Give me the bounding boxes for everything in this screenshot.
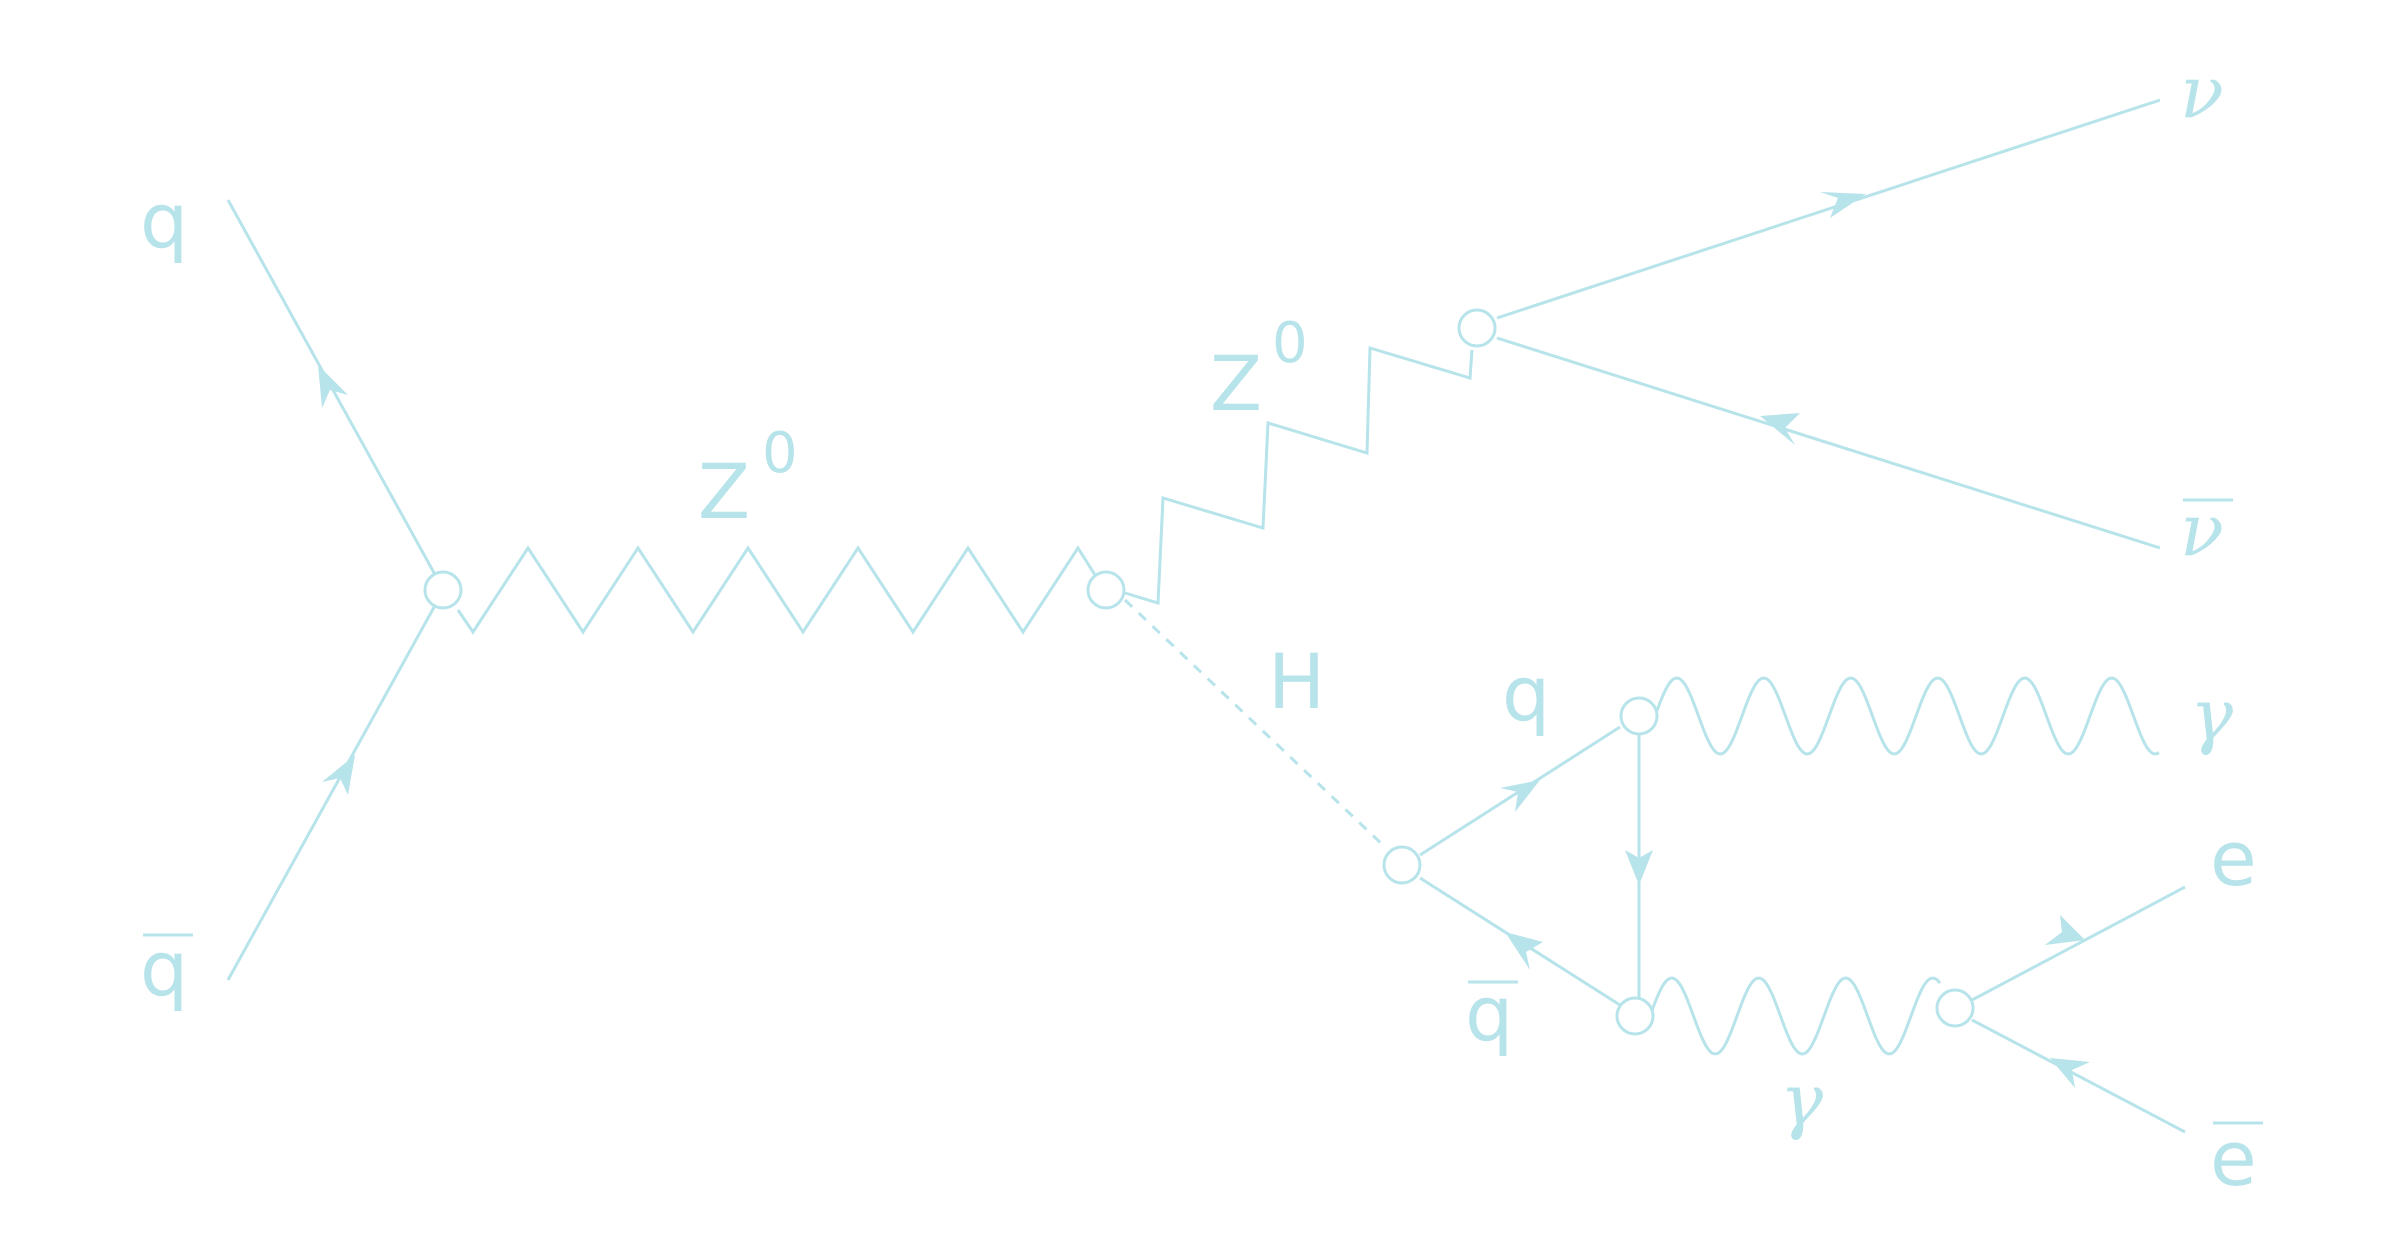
label-higgs: H bbox=[1268, 637, 1325, 726]
vertex-photon-electron bbox=[1935, 988, 1975, 1028]
vertex-loop-top bbox=[1619, 696, 1659, 736]
label-photon-bottom: γ bbox=[1780, 1058, 1824, 1142]
photon-bottom bbox=[1648, 976, 1942, 1056]
arrow-loop-antiquark bbox=[1505, 932, 1543, 970]
arrow-electron bbox=[2045, 915, 2085, 945]
photon-top bbox=[1653, 676, 2160, 756]
label-loop-quark: q bbox=[1502, 649, 1550, 738]
label-antineutrino: ν bbox=[2180, 488, 2224, 572]
arrow-loop-vertical bbox=[1625, 850, 1653, 885]
arrow-loop-quark bbox=[1500, 780, 1540, 812]
neutrino-line bbox=[1496, 98, 2161, 320]
electron-line bbox=[1971, 885, 2186, 1002]
label-electron: e bbox=[2210, 814, 2257, 903]
higgs-propagator bbox=[1123, 598, 1387, 849]
vertex-initial bbox=[423, 570, 463, 610]
vertex-z-neutrino bbox=[1457, 308, 1497, 348]
arrow-positron bbox=[2050, 1058, 2090, 1088]
label-z0-upper-sup: 0 bbox=[1272, 311, 1308, 376]
label-z0-main-sup: 0 bbox=[762, 421, 798, 486]
z0-propagator-upper bbox=[1124, 346, 1474, 605]
label-antiquark-in: q bbox=[140, 924, 188, 1013]
arrow-neutrino bbox=[1820, 192, 1866, 218]
label-z0-main: Z bbox=[698, 447, 750, 536]
label-photon-top: γ bbox=[2190, 673, 2234, 757]
label-quark-in: q bbox=[140, 176, 188, 265]
vertex-higgs-loop bbox=[1382, 845, 1422, 885]
vertex-z-higgs bbox=[1086, 570, 1126, 610]
antineutrino-line bbox=[1496, 336, 2161, 550]
label-positron: e bbox=[2210, 1114, 2257, 1203]
label-z0-upper: Z bbox=[1210, 339, 1262, 428]
z0-propagator-main bbox=[456, 545, 1097, 635]
vertex-loop-bottom bbox=[1615, 996, 1655, 1036]
label-loop-antiquark: q bbox=[1465, 969, 1513, 1058]
arrow-antineutrino bbox=[1760, 413, 1800, 445]
arrow-antiquark-bottom bbox=[322, 755, 355, 795]
arrow-quark-top bbox=[318, 365, 348, 408]
label-neutrino: ν bbox=[2180, 50, 2224, 134]
antiquark-line-bottom bbox=[226, 599, 440, 981]
positron-line bbox=[1971, 1018, 2186, 1134]
